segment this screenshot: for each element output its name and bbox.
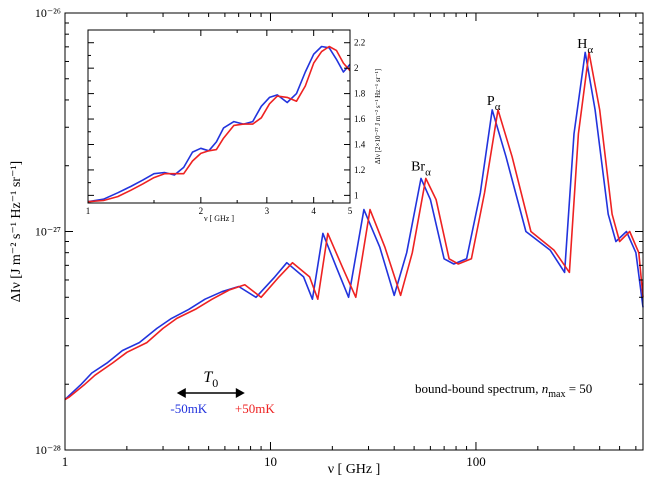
annotation-p-alpha: Pα [487,94,501,113]
y-axis-label: ΔIν [J m⁻² s⁻¹ Hz⁻¹ sr⁻¹] [9,161,24,302]
inset-x-tick-label: 2 [199,206,204,216]
inset-y-tick-label: 1 [354,190,359,200]
annotation-subscript: α [587,44,593,56]
y-tick-label: 10⁻²⁷ [35,225,61,239]
annotation-br-alpha: Brα [411,160,431,179]
y-tick-label: 10⁻²⁶ [35,6,61,20]
inset-x-tick-label: 4 [311,206,316,216]
annotation-symbol: H [577,37,587,52]
t0-label: T0 [203,369,218,390]
inset-background [88,30,350,203]
x-tick-label: 1 [62,454,69,469]
inset-x-axis-label: ν [ GHz ] [204,214,234,223]
annotation-h-alpha: Hα [577,37,593,56]
shift-minus-label: -50mK [170,401,207,416]
spectrum-label-text: bound-bound spectrum, [415,381,542,396]
inset-y-tick-label: 2 [354,63,359,73]
t0-arrow-left-head [176,388,186,398]
inset-y-tick-label: 1.4 [354,139,366,149]
inset-y-tick-label: 1.2 [354,165,365,175]
nmax-value: = 50 [565,381,592,396]
inset-x-tick-label: 3 [265,206,270,216]
t0-subscript: 0 [212,376,218,390]
inset-series-line-plus [87,45,351,203]
inset-y-tick-label: 1.8 [354,89,366,99]
x-tick-label: 10 [264,454,277,469]
inset-y-axis-label: ΔIν [2×10⁻²⁷ J m⁻² s⁻¹ Hz⁻¹ sr⁻¹] [374,69,382,164]
inset-x-tick-label: 5 [348,206,353,216]
inset-y-tick-label: 2.2 [354,38,365,48]
inset-x-tick-label: 1 [86,206,91,216]
t0-symbol: T [203,369,213,386]
t0-arrow-right-head [235,388,245,398]
spectrum-label: bound-bound spectrum, nmax = 50 [415,381,592,400]
inset-series-line-minus [87,45,351,203]
series-line-minus [64,51,644,401]
series-line-plus [64,51,644,401]
nmax-subscript: max [548,389,565,400]
annotation-subscript: α [495,101,501,113]
inset-frame [87,29,351,204]
annotation-symbol: Br [411,160,425,175]
y-tick-label: 10⁻²⁸ [35,443,61,457]
annotation-symbol: P [487,94,495,109]
annotation-subscript: α [425,167,431,179]
x-axis-label: ν [ GHz ] [328,462,381,477]
x-tick-label: 100 [466,454,486,469]
inset-y-tick-label: 1.6 [354,114,366,124]
nmax-symbol: n [542,381,549,396]
shift-plus-label: +50mK [235,401,275,416]
inset-plot: 1 2 3 4 5 ν [ GHz ] 1 1.2 1.4 1.6 1.8 2 2.2 ΔIν [2×10… [86,29,382,223]
